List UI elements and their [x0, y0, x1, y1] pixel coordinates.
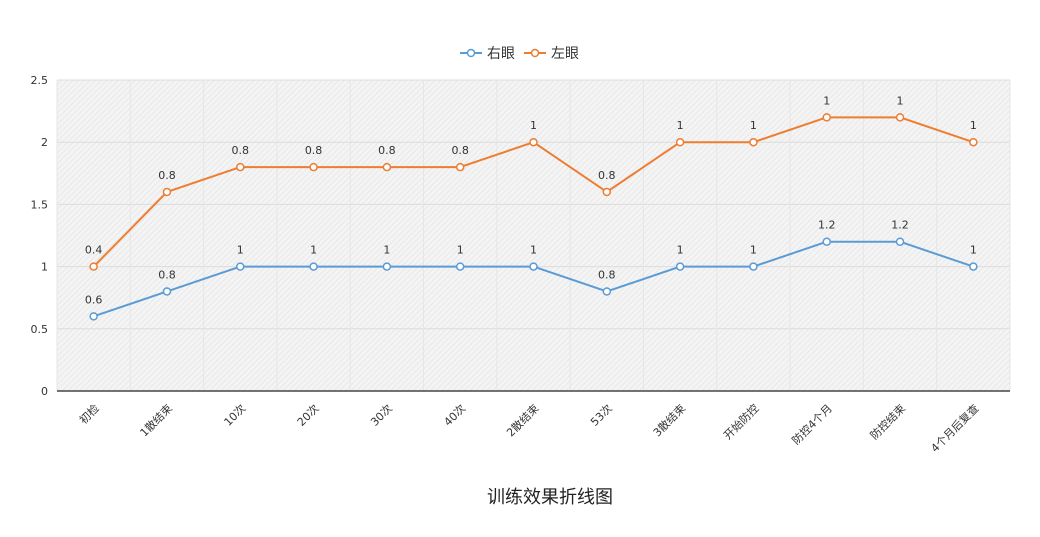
x-tick-label: 10次: [221, 401, 249, 429]
data-label: 1: [677, 244, 684, 257]
legend-marker: [466, 48, 476, 58]
data-label: 1.2: [891, 219, 909, 232]
data-label: 1: [677, 119, 684, 132]
series-1: 0.6 0.8 1 1 1 1 1 0.8 1 1 1.2 1.2 1: [85, 219, 978, 321]
data-point: [382, 262, 392, 271]
x-axis: 初检 1散结束 10次 20次 30次 40次 2散结束 53次 3散结束 开始防控 防控4个月 防控…: [57, 390, 1010, 455]
data-point: [675, 137, 685, 147]
data-label: 0.8: [158, 268, 176, 281]
y-axis: 0 0.5 1 1.5 2 2.5: [31, 74, 49, 398]
data-point: [236, 262, 245, 271]
data-point: [89, 312, 98, 321]
data-point: [529, 262, 538, 271]
legend: 右眼 左眼: [460, 46, 579, 62]
x-tick-label: 初检: [76, 401, 101, 426]
x-tick-label: 1散结束: [137, 401, 175, 439]
x-tick-label: 53次: [587, 401, 615, 429]
data-label: 1: [970, 244, 977, 257]
data-point: [455, 262, 465, 271]
data-point: [749, 137, 758, 147]
x-tick-label: 开始防控: [721, 401, 762, 442]
data-point: [89, 262, 98, 271]
plot-area: [57, 80, 1010, 391]
data-point: [822, 237, 831, 246]
data-point: [895, 113, 905, 122]
data-label: 1: [750, 119, 757, 132]
data-point: [382, 162, 392, 172]
data-point: [162, 187, 172, 197]
legend-item-1: 右眼: [460, 46, 515, 62]
data-label: 0.8: [305, 144, 323, 157]
x-axis-title: 训练效果折线图: [487, 487, 613, 508]
data-label: 0.4: [85, 244, 103, 257]
data-label: 0.6: [85, 293, 103, 306]
data-label: 1: [823, 94, 830, 107]
x-tick-label: 3散结束: [650, 401, 688, 439]
data-label: 0.8: [232, 144, 250, 157]
data-point: [969, 262, 978, 271]
data-label: 0.8: [598, 169, 616, 182]
data-label: 1: [237, 244, 244, 257]
x-tick-label: 2散结束: [503, 401, 541, 439]
data-label: 0.8: [451, 144, 469, 157]
x-tick-label: 20次: [294, 401, 322, 429]
data-point: [749, 262, 758, 271]
data-label: 1: [970, 119, 977, 132]
x-tick-label: 4个月后复查: [928, 401, 982, 455]
y-tick-label: 2.5: [31, 74, 49, 87]
data-point: [969, 137, 978, 147]
data-label: 1: [310, 244, 317, 257]
y-tick-label: 0.5: [31, 323, 49, 336]
data-label: 1: [897, 94, 904, 107]
data-label: 1: [457, 244, 464, 257]
data-label: 1: [530, 119, 537, 132]
legend-item-2: 左眼: [524, 46, 579, 62]
y-tick-label: 1: [41, 261, 48, 274]
data-label: 1: [383, 244, 390, 257]
legend-label: 左眼: [551, 46, 579, 62]
data-point: [236, 162, 245, 172]
data-label: 1.2: [818, 219, 836, 232]
x-tick-label: 防控4个月: [789, 401, 835, 447]
y-tick-label: 2: [41, 136, 48, 149]
data-point: [529, 137, 538, 147]
y-tick-label: 1.5: [31, 198, 49, 211]
x-tick-label: 30次: [367, 401, 395, 429]
x-tick-label: 防控结束: [867, 401, 908, 442]
series-2: 0.4 0.8 0.8 0.8 0.8 0.8 1 0.8 1 1 1 1 1: [85, 94, 978, 271]
data-label: 1: [530, 244, 537, 257]
data-point: [602, 287, 612, 296]
data-point: [309, 262, 318, 271]
y-tick-label: 0: [41, 385, 48, 398]
x-tick-label: 40次: [441, 401, 469, 429]
legend-label: 右眼: [487, 46, 515, 62]
data-label: 1: [750, 244, 757, 257]
data-point: [162, 287, 172, 296]
series-group: 0.60.81 1 1 1 10.81 11.2 1.210.40.80.8 0.8 0.8 0.…: [85, 94, 978, 321]
data-label: 0.8: [158, 169, 176, 182]
data-point: [309, 162, 318, 172]
data-label: 0.8: [598, 268, 616, 281]
data-point: [822, 113, 831, 122]
data-point: [675, 262, 685, 271]
legend-marker: [530, 48, 540, 58]
data-point: [455, 162, 465, 172]
data-point: [602, 187, 612, 197]
data-point: [895, 237, 905, 246]
data-label: 0.8: [378, 144, 396, 157]
